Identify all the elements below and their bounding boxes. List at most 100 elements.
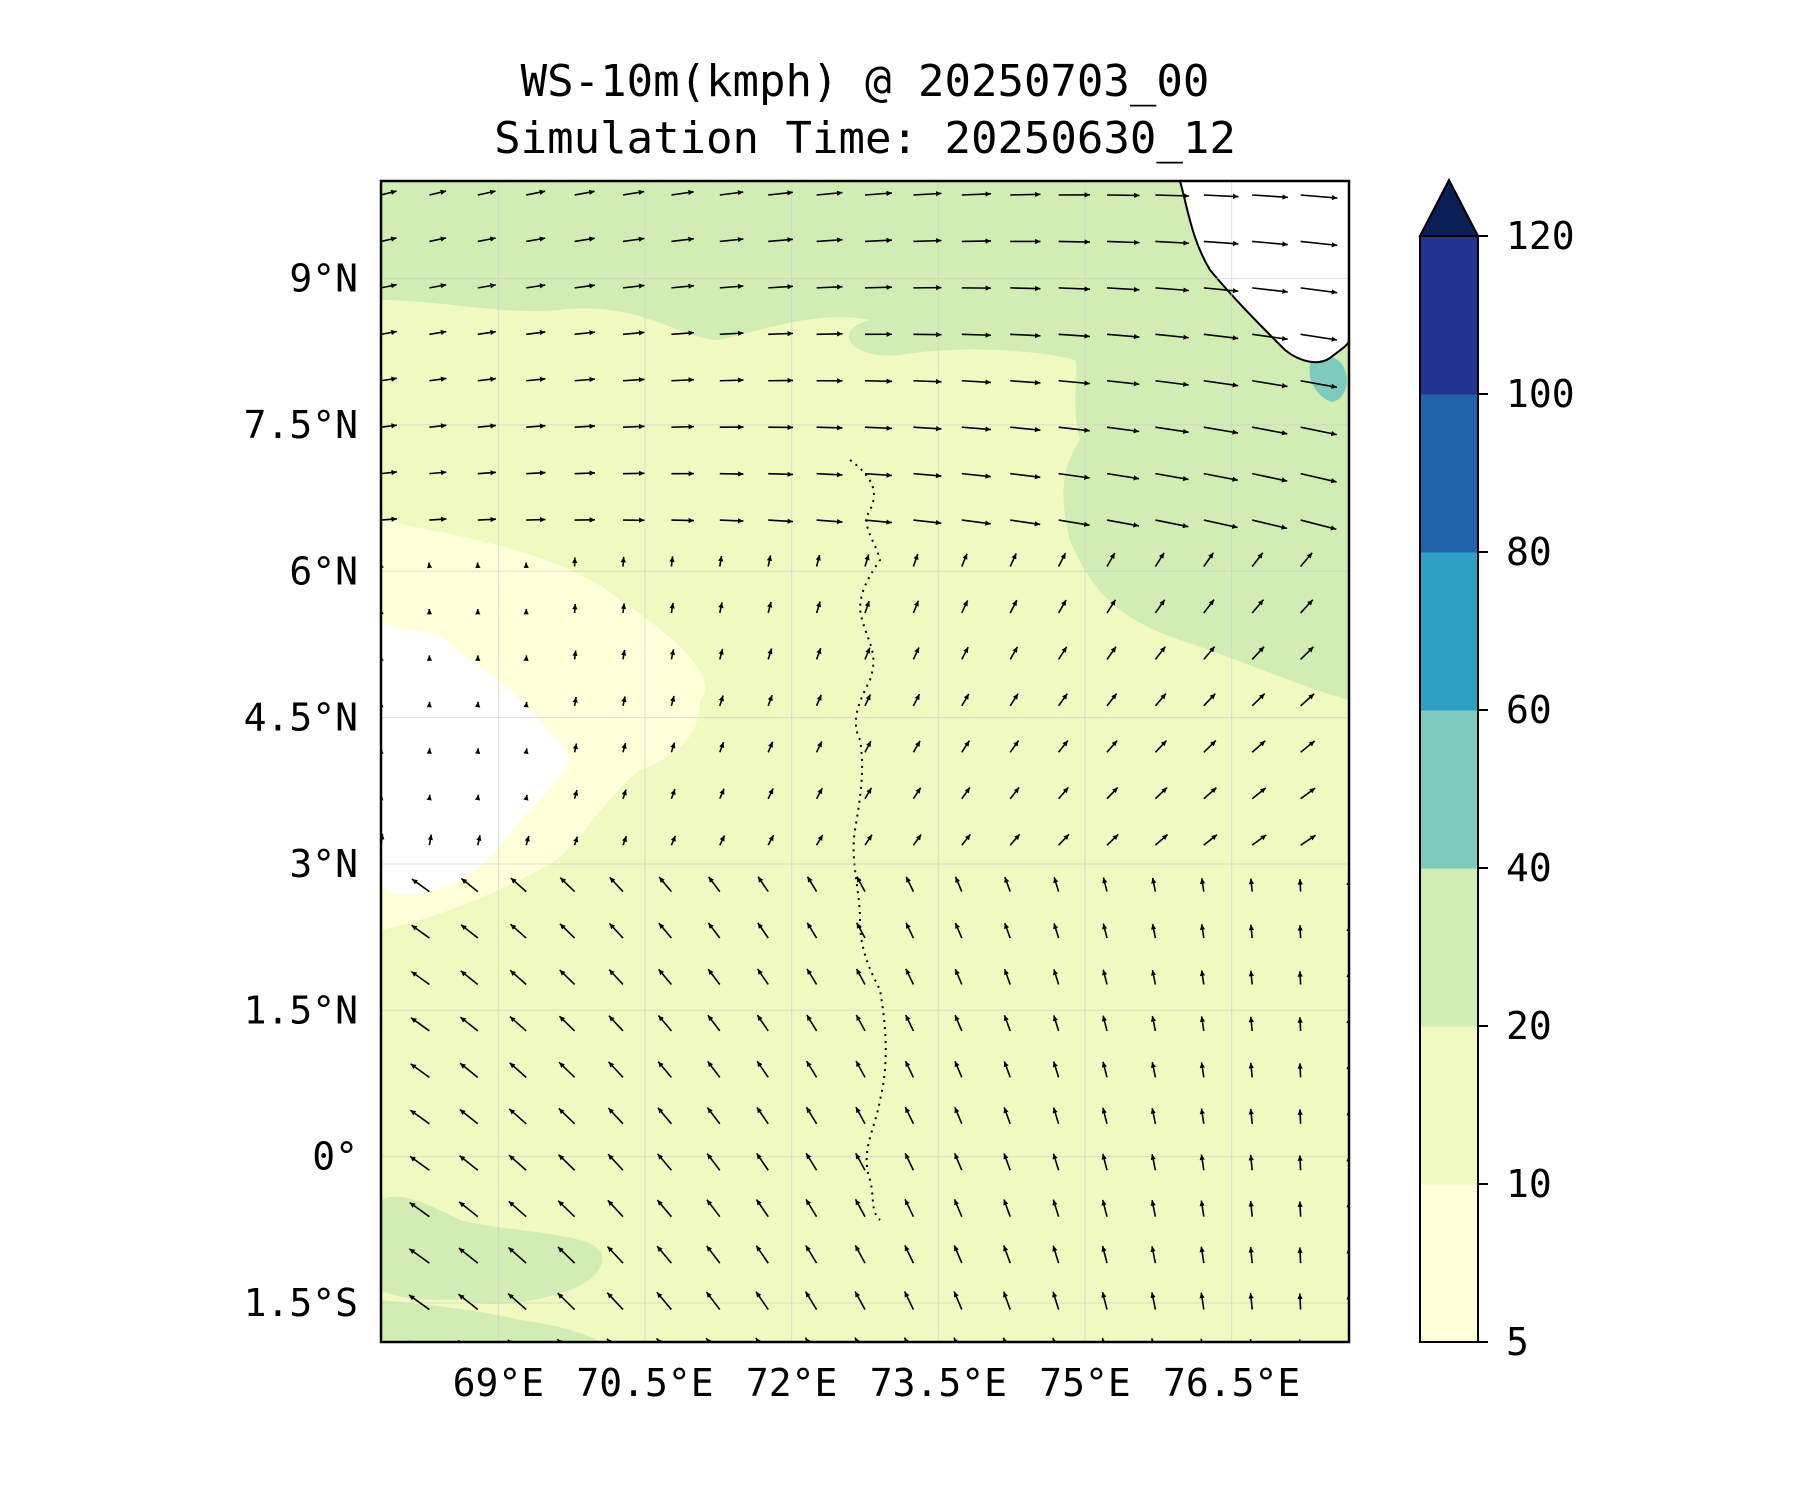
wind-arrow [1203,646,1216,660]
wind-arrow [864,647,871,660]
wind-arrow [855,1106,866,1125]
wind-arrow [1004,922,1011,939]
lon-tick-label: 75°E [1039,1361,1131,1405]
wind-arrow [1155,519,1189,529]
wind-arrow [426,608,433,615]
wind-arrow [622,835,628,846]
wind-arrow [1052,1153,1060,1171]
wind-arrow [1199,924,1206,939]
wind-arrow [767,694,773,707]
wind-arrow [508,1108,527,1125]
wind-arrow [815,554,821,567]
wind-arrow [864,600,870,614]
wind-arrow [1251,693,1266,707]
wind-arrow [1348,844,1349,846]
wind-arrow [572,557,578,567]
colorbar-segment [1420,1184,1478,1343]
lat-tick-label: 6°N [289,549,358,593]
wind-arrow [1251,834,1267,846]
wind-arrow [507,1246,527,1264]
wind-arrow [1053,969,1060,985]
wind-arrow [410,1017,430,1032]
wind-arrow [912,647,920,660]
wind-arrow [670,695,676,707]
wind-arrow [429,423,447,429]
wind-arrow [1010,472,1041,480]
wind-arrow [707,968,721,985]
wind-arrow [1297,1293,1303,1310]
wind-arrow [905,922,915,939]
wind-arrow [1300,693,1315,707]
wind-arrow [620,556,626,567]
wind-arrow [460,877,479,893]
wind-arrow [475,748,481,755]
wind-arrow [1150,1061,1157,1078]
wind-arrow [523,608,529,615]
wind-arrow [706,1106,721,1125]
wind-arrow [719,190,744,196]
wind-arrow [961,472,991,479]
wind-arrow [768,190,793,196]
wind-arrow [459,1016,479,1032]
wind-arrow [1252,333,1288,342]
wind-arrow [429,189,447,196]
wind-arrow [719,377,744,383]
lon-tick-label: 72°E [746,1361,838,1405]
wind-arrow [1203,333,1239,341]
wind-arrow [477,236,496,243]
lon-tick-label: 73.5°E [870,1361,1007,1405]
wind-arrow [574,283,595,289]
wind-arrow [815,694,822,707]
wind-arrow [864,787,873,800]
wind-arrow [1300,787,1316,800]
wind-arrow [458,1201,479,1218]
wind-arrow [864,284,893,290]
wind-arrow [381,1308,382,1310]
wind-arrow [1300,333,1338,342]
wind-arrow [574,470,596,476]
colorbar-extend-triangle [1418,177,1480,237]
wind-arrow [904,1152,915,1171]
wind-arrow [961,693,970,707]
wind-arrow [805,1106,818,1125]
wind-arrow [1106,239,1140,246]
wind-arrow [429,376,447,382]
wind-arrow [1348,334,1349,336]
wind-arrow [912,787,922,800]
wind-arrow [607,1199,624,1218]
wind-arrow [1154,693,1167,707]
wind-arrow [411,924,430,939]
wind-arrow [767,601,773,614]
wind-arrow [523,701,529,708]
wind-arrow [806,1014,818,1032]
wind-arrow [768,471,794,477]
colorbar: 5 10 20 40 60 80 100 120 [1418,177,1575,1364]
wind-arrow [670,742,676,753]
wind-arrow [658,922,673,939]
wind-arrow [1010,238,1041,245]
wind-arrow [458,1293,479,1311]
wind-arrow [1348,751,1349,753]
wind-arrow [508,1154,527,1171]
calm-patch-west [381,625,570,895]
wind-arrow [1106,739,1118,753]
wind-arrow [622,423,645,430]
wind-arrow [1300,194,1338,201]
wind-arrow [509,923,527,939]
wind-arrow [1101,1291,1108,1310]
wind-arrow [1199,1108,1205,1124]
wind-arrow [1248,1154,1254,1171]
wind-arrow [1155,472,1189,482]
wind-arrow [719,330,744,336]
wind-arrow [755,1245,769,1264]
wind-arrow [381,890,382,892]
wind-arrow [855,1060,866,1078]
wind-arrow [508,1200,527,1218]
wind-arrow [766,555,772,567]
wind-arrow [559,923,576,939]
wind-arrow [719,424,744,430]
wind-arrow [381,469,397,476]
wind-arrow [1248,1016,1254,1031]
wind-arrow [719,471,744,477]
wind-arrow [805,1245,818,1264]
